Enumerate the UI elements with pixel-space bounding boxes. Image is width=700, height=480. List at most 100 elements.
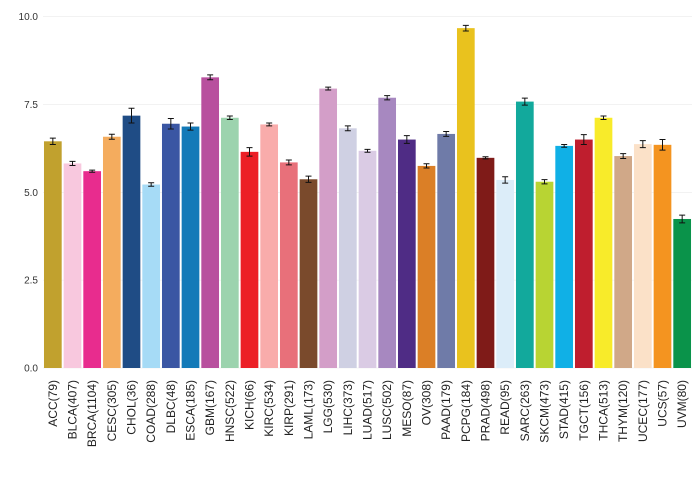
error-bar bbox=[325, 86, 332, 91]
x-tick-label: READ(95) bbox=[498, 380, 512, 435]
error-bar bbox=[620, 153, 627, 160]
x-tick-label: KIRC(534) bbox=[262, 380, 276, 437]
bar bbox=[240, 151, 259, 368]
error-bar bbox=[541, 179, 548, 185]
bar bbox=[338, 128, 357, 368]
error-bar bbox=[148, 182, 155, 187]
x-tick-label: PCPG(184) bbox=[459, 380, 473, 442]
bar bbox=[378, 97, 397, 368]
error-bar bbox=[521, 97, 528, 106]
x-tick-label: STAD(415) bbox=[557, 380, 571, 439]
x-tick-label: CHOL(36) bbox=[125, 380, 139, 435]
error-bar bbox=[384, 95, 391, 101]
error-bar bbox=[364, 148, 371, 153]
bar bbox=[279, 162, 298, 368]
x-tick-label: GBM(167) bbox=[203, 380, 217, 435]
bar bbox=[358, 150, 377, 368]
x-tick-label: LGG(530) bbox=[321, 380, 335, 433]
error-bar bbox=[482, 156, 489, 160]
bar bbox=[437, 133, 456, 368]
bar-layer bbox=[43, 28, 692, 369]
error-bar bbox=[226, 115, 233, 121]
bar bbox=[181, 126, 200, 368]
error-bar bbox=[580, 134, 587, 145]
bar bbox=[201, 77, 220, 368]
bar bbox=[653, 144, 672, 368]
bar bbox=[614, 156, 633, 368]
x-tick-label: HNSC(522) bbox=[223, 380, 237, 442]
x-tick-label: PAAD(179) bbox=[439, 380, 453, 440]
bar bbox=[63, 163, 82, 368]
error-bar bbox=[266, 122, 273, 127]
bar bbox=[535, 181, 554, 368]
x-tick-label: BLCA(407) bbox=[66, 380, 80, 439]
x-tick-label: LUSC(502) bbox=[380, 380, 394, 440]
bar bbox=[260, 124, 279, 369]
x-tick-label: OV(308) bbox=[420, 380, 434, 425]
error-bar bbox=[659, 139, 666, 151]
x-tick-label: KICH(66) bbox=[243, 380, 257, 430]
y-axis-ticks: 0.0 2.5 5.0 7.5 10.0 bbox=[19, 12, 39, 374]
bar bbox=[43, 141, 62, 368]
x-tick-label: KIRP(291) bbox=[282, 380, 296, 436]
x-axis-labels: ACC(79) BLCA(407) BRCA(1104) CESC(305) CHOL(… bbox=[46, 380, 689, 447]
bar bbox=[594, 117, 613, 368]
bar bbox=[319, 88, 338, 369]
error-bar bbox=[423, 163, 430, 169]
error-bar bbox=[108, 133, 115, 140]
error-bar bbox=[679, 214, 686, 224]
x-tick-label: SKCM(473) bbox=[538, 380, 552, 443]
bar bbox=[476, 157, 495, 368]
y-tick-label: 0.0 bbox=[24, 364, 38, 375]
bar bbox=[555, 145, 574, 368]
x-tick-label: UCEC(177) bbox=[636, 380, 650, 442]
y-tick-label: 10.0 bbox=[19, 12, 39, 23]
bar bbox=[673, 218, 692, 368]
y-tick-label: 7.5 bbox=[24, 100, 38, 111]
error-bar-layer bbox=[49, 24, 686, 224]
bar bbox=[496, 179, 515, 368]
x-tick-label: LIHC(373) bbox=[341, 380, 355, 435]
error-bar bbox=[462, 24, 469, 32]
bar bbox=[397, 139, 416, 368]
error-bar bbox=[49, 137, 56, 145]
error-bar bbox=[207, 74, 214, 81]
x-tick-label: TGCT(156) bbox=[577, 380, 591, 441]
error-bar bbox=[403, 135, 410, 144]
bar bbox=[515, 101, 534, 368]
x-tick-label: LUAD(517) bbox=[361, 380, 375, 440]
bar bbox=[299, 179, 318, 368]
error-bar bbox=[344, 125, 351, 132]
x-tick-label: MESO(87) bbox=[400, 380, 414, 437]
error-bar bbox=[246, 147, 253, 157]
x-tick-label: ESCA(185) bbox=[184, 380, 198, 441]
bar bbox=[83, 171, 102, 368]
error-bar bbox=[561, 143, 568, 148]
error-bar bbox=[69, 160, 76, 167]
error-bar bbox=[167, 117, 174, 130]
bar bbox=[417, 165, 436, 368]
x-tick-label: UVM(80) bbox=[675, 380, 689, 428]
x-tick-label: COAD(288) bbox=[144, 380, 158, 443]
bar bbox=[574, 139, 593, 368]
bar bbox=[142, 184, 161, 368]
x-tick-label: ACC(79) bbox=[46, 380, 60, 427]
x-tick-label: UCS(57) bbox=[656, 380, 670, 427]
x-tick-label: CESC(305) bbox=[105, 380, 119, 441]
x-tick-label: DLBC(48) bbox=[164, 380, 178, 433]
x-tick-label: PRAD(498) bbox=[479, 380, 493, 441]
error-bar bbox=[600, 115, 607, 121]
y-tick-label: 2.5 bbox=[24, 276, 38, 287]
bar bbox=[122, 115, 141, 369]
error-bar bbox=[305, 175, 312, 183]
error-bar bbox=[639, 140, 646, 149]
x-tick-label: THYM(120) bbox=[616, 380, 630, 442]
error-bar bbox=[128, 107, 135, 124]
bar bbox=[161, 123, 180, 369]
error-bar bbox=[443, 130, 450, 137]
bar bbox=[102, 136, 121, 368]
bar bbox=[633, 144, 652, 368]
y-tick-label: 5.0 bbox=[24, 188, 38, 199]
